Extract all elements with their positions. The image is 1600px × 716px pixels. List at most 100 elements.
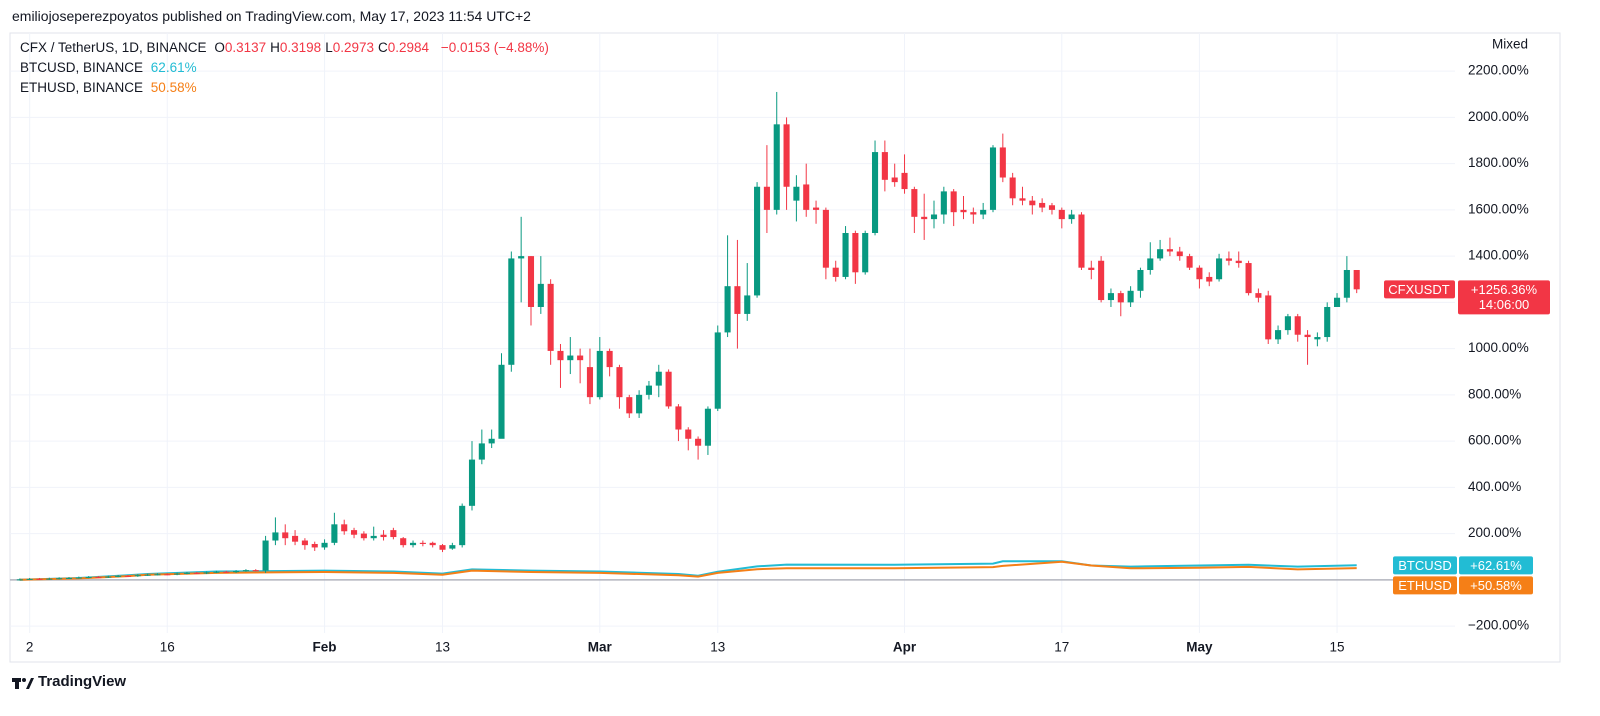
candle-body [1275, 330, 1282, 340]
candle-body [626, 397, 633, 414]
candle-body [704, 408, 711, 446]
candle-body [1225, 258, 1232, 261]
candle-body [665, 371, 672, 407]
scale-mode[interactable]: Mixed [1492, 37, 1528, 52]
candle-body [773, 124, 780, 210]
y-tick-label: 1800.00% [1468, 155, 1529, 170]
ohlc-value: 0.3137 [224, 40, 267, 55]
candle-body [1107, 293, 1114, 301]
legend-name[interactable]: BTCUSD, BINANCE [20, 60, 144, 75]
candle-body [341, 524, 348, 532]
candle-body [1009, 177, 1016, 199]
candle-body [183, 572, 190, 574]
candle-body [567, 355, 574, 361]
candle-body [547, 283, 554, 351]
change: −0.0153 (−4.88%) [440, 40, 549, 55]
candle-body [1019, 198, 1026, 201]
candle-body [1255, 293, 1262, 298]
candle-body [124, 575, 132, 577]
candle-body [586, 367, 594, 398]
ohlc-value: 0.2973 [332, 40, 374, 55]
candle-body [999, 147, 1006, 178]
symbol[interactable]: CFX / TetherUS, 1D, BINANCE [20, 40, 207, 55]
candle-body [154, 574, 161, 576]
compare-legend: BTCUSD, BINANCE 62.61% [20, 60, 201, 75]
chart-frame [9, 32, 1561, 663]
legend-name[interactable]: ETHUSD, BINANCE [20, 80, 144, 95]
grid [10, 33, 1455, 633]
candle-body [803, 184, 810, 210]
x-tick-label: 2 [26, 640, 34, 655]
candle-body [842, 233, 849, 277]
candle-body [488, 438, 495, 444]
candle-body [292, 535, 299, 542]
candle-body [822, 209, 829, 268]
tag-countdown: 14:06:00 [1479, 297, 1530, 312]
publisher: emiliojoseperezpoyatos published on Trad… [12, 8, 531, 24]
candle-body [144, 574, 151, 576]
candle-body [16, 579, 23, 581]
candle-body [557, 350, 564, 361]
candle-body [1265, 295, 1272, 340]
candle-body [645, 385, 652, 395]
x-tick-label: 16 [160, 640, 175, 655]
candle-body [95, 577, 102, 579]
x-tick-label: 17 [1054, 640, 1069, 655]
candle-body [1078, 214, 1085, 268]
candle-body [960, 209, 967, 213]
y-tick-label: 200.00% [1468, 525, 1521, 540]
tag-value: +62.61% [1470, 558, 1522, 573]
candle-body [478, 443, 485, 460]
candle-body [1314, 337, 1321, 340]
candle-body [1166, 249, 1173, 252]
candle-body [498, 364, 505, 439]
candle-body [409, 542, 417, 546]
candle-body [223, 571, 230, 573]
candle-body [950, 191, 957, 213]
candle-body [193, 572, 200, 574]
tag-name: BTCUSD [1398, 558, 1451, 573]
candle-body [242, 570, 249, 572]
candle-body [134, 575, 141, 577]
candle-body [685, 429, 692, 439]
candle-body [783, 124, 790, 187]
candle-body [813, 207, 820, 210]
candle-body [380, 534, 387, 538]
y-tick-label: 800.00% [1468, 386, 1521, 401]
candle-body [26, 578, 33, 580]
compare-line [19, 560, 1357, 581]
candle-body [311, 543, 318, 548]
candle-body [75, 577, 82, 579]
candle-body [1088, 267, 1095, 270]
main-legend: CFX / TetherUS, 1D, BINANCE O0.3137 H0.31… [20, 40, 553, 55]
candle-body [518, 256, 525, 259]
candle-body [930, 214, 938, 220]
candle-body [360, 533, 367, 539]
candle-body [901, 172, 908, 190]
candle-body [616, 367, 623, 398]
candle-body [233, 571, 240, 573]
tag-value-box [1458, 280, 1550, 315]
y-tick-label: 400.00% [1468, 479, 1521, 494]
price-tag: CFXUSDT +1256.36%14:06:00 [1384, 280, 1550, 315]
candle-body [282, 532, 289, 539]
legend-value: 50.58% [150, 80, 197, 95]
candle-body [940, 191, 947, 215]
candle-body [1294, 316, 1301, 335]
x-tick-label: Apr [893, 640, 917, 655]
candle-body [252, 570, 259, 572]
candle-body [734, 286, 741, 314]
candle-body [272, 532, 279, 541]
candle-body [1324, 306, 1331, 338]
candle-body [754, 186, 761, 296]
brand: TradingView [38, 673, 127, 690]
candle-body [970, 212, 977, 215]
tag-value: +50.58% [1470, 578, 1522, 593]
tag-name-box [1384, 280, 1455, 299]
ohlc-key: O [214, 40, 225, 55]
candle-body [459, 505, 466, 546]
candle-body [862, 233, 869, 273]
candle-body [321, 542, 328, 548]
tag-value: +1256.36% [1471, 282, 1538, 297]
